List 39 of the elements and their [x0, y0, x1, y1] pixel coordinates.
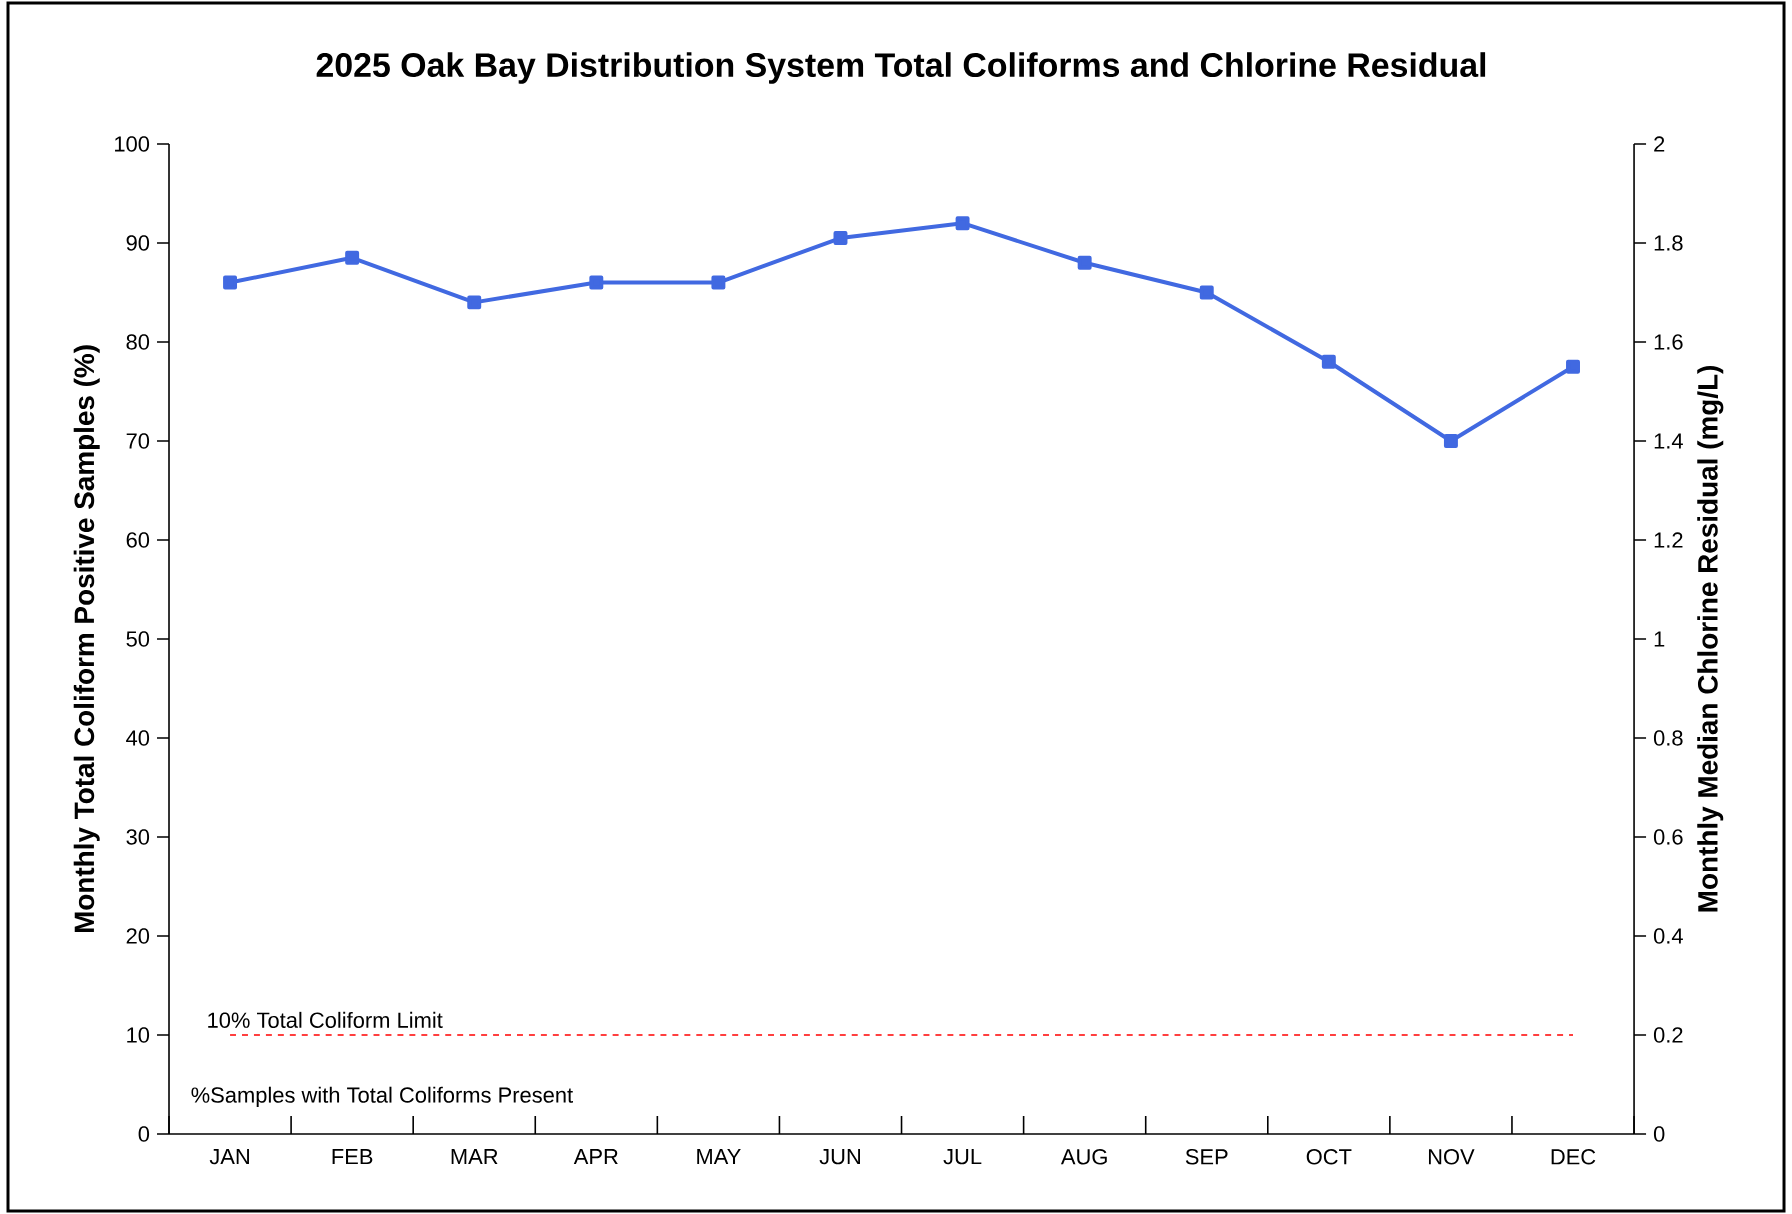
y2-axis-title: Monthly Median Chlorine Residual (mg/L): [1697, 366, 1724, 912]
x-tick-label: AUG: [1060, 1149, 1107, 1165]
y-axis-title: Monthly Total Coliform Positive Samples (%): [73, 345, 100, 933]
y-tick-label: 90: [126, 235, 150, 251]
x-tick-label: JAN: [209, 1149, 249, 1165]
y-tick-label: 50: [126, 631, 150, 647]
x-tick-label: OCT: [1306, 1149, 1352, 1165]
y-tick-label: 40: [126, 730, 150, 746]
y-tick-label: 80: [126, 334, 150, 350]
x-tick-label: SEP: [1185, 1149, 1228, 1165]
y2-tick-label: 0.4: [1653, 928, 1683, 944]
x-tick-label: DEC: [1551, 1149, 1596, 1165]
y-tick-label: 10: [127, 1027, 150, 1043]
y2-tick-label: 0.8: [1653, 730, 1683, 746]
y-tick-label: 30: [126, 829, 150, 845]
y-tick-label: 0: [138, 1126, 150, 1142]
x-tick-label: FEB: [332, 1149, 373, 1165]
x-tick-label: JUN: [819, 1149, 860, 1165]
x-tick-label: MAR: [451, 1149, 498, 1165]
x-tick-label: APR: [573, 1149, 618, 1165]
y2-tick-label: 0.2: [1653, 1027, 1683, 1043]
y2-tick-label: 1.2: [1654, 532, 1683, 548]
y2-tick-label: 1: [1654, 631, 1665, 647]
y2-tick-label: 1.6: [1654, 334, 1683, 350]
x-tick-label: MAY: [697, 1149, 741, 1165]
x-tick-label: NOV: [1428, 1149, 1475, 1165]
y2-tick-label: 0.6: [1653, 829, 1683, 845]
y-tick-label: 20: [126, 928, 150, 944]
y2-tick-label: 1.4: [1654, 433, 1683, 449]
y-tick-label: 70: [126, 433, 150, 449]
y2-tick-label: 1.8: [1654, 235, 1683, 251]
y2-tick-label: 2: [1654, 136, 1665, 152]
y-tick-label: 60: [126, 532, 150, 548]
x-tick-label: JUL: [943, 1149, 982, 1165]
y-tick-label: 100: [115, 136, 150, 152]
chart-title: 2025 Oak Bay Distribution System Total Coliforms and Chlorine Residual: [316, 52, 1486, 84]
y2-tick-label: 0: [1653, 1126, 1665, 1142]
annotation: %Samples with Total Coliforms Present: [191, 1086, 573, 1108]
ref-line-label: 10% Total Coliform Limit: [208, 1011, 443, 1028]
